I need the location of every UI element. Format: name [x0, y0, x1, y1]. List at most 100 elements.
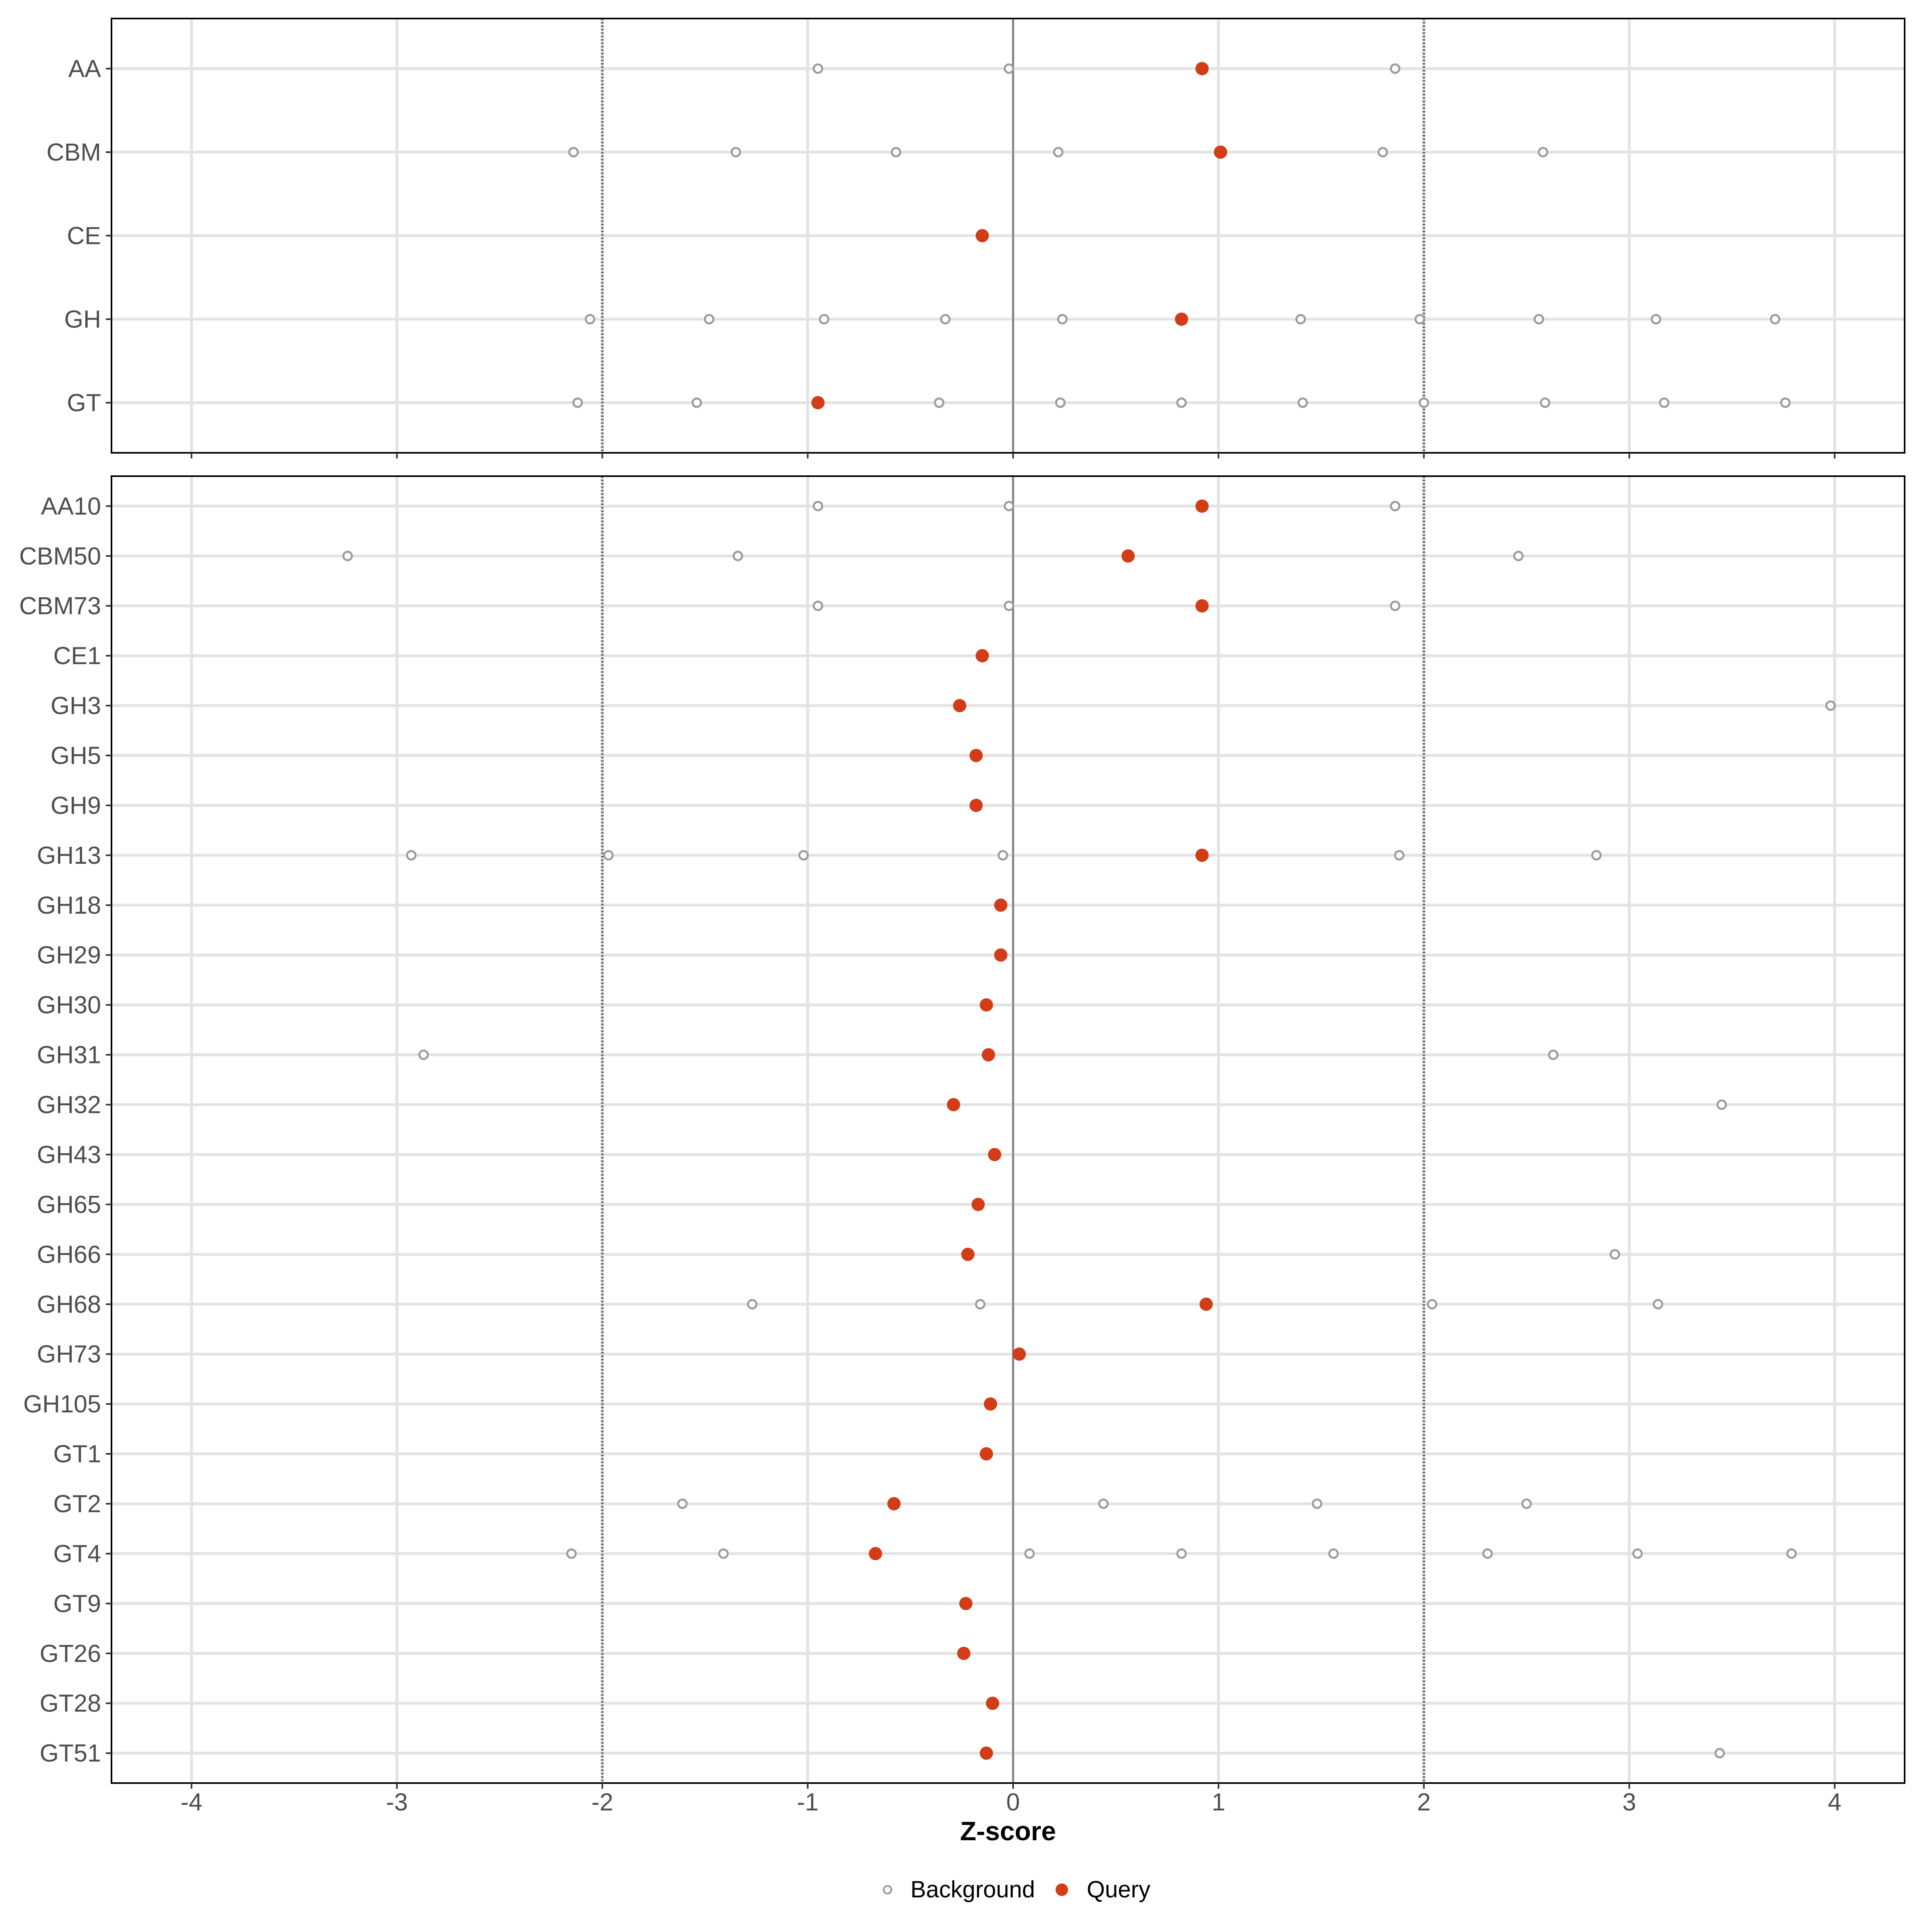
- background-point: [940, 314, 951, 324]
- y-axis-label: GH3: [51, 692, 101, 719]
- query-point: [1214, 145, 1227, 159]
- background-point: [1825, 700, 1836, 711]
- background-point: [1534, 314, 1544, 324]
- y-axis-label: GH31: [37, 1041, 101, 1069]
- background-point: [406, 850, 417, 861]
- query-point: [969, 799, 983, 812]
- background-point: [1653, 1299, 1664, 1310]
- background-point: [704, 314, 714, 324]
- query-point: [994, 898, 1007, 912]
- background-point: [1548, 1049, 1559, 1060]
- background-point: [572, 397, 583, 408]
- background-point: [1780, 397, 1791, 408]
- background-point: [691, 397, 702, 408]
- y-axis-label: GH30: [37, 991, 101, 1019]
- query-point: [869, 1547, 882, 1560]
- background-point: [813, 63, 824, 74]
- background-point: [798, 850, 809, 861]
- background-point: [731, 147, 741, 157]
- y-axis-label: CBM73: [19, 592, 101, 619]
- background-point: [1482, 1548, 1493, 1559]
- background-point: [1312, 1498, 1323, 1509]
- background-point: [1414, 314, 1425, 324]
- background-point: [1328, 1548, 1339, 1559]
- query-point: [980, 1447, 993, 1461]
- background-point: [1394, 850, 1405, 861]
- query-point: [969, 749, 983, 762]
- panel-cazyme-class: AA CBM CE GH GT: [46, 18, 1905, 458]
- query-point: [988, 1148, 1001, 1161]
- query-point: [975, 649, 989, 663]
- legend-query-marker: [1055, 1883, 1068, 1896]
- y-axis-label: AA: [68, 55, 101, 83]
- y-axis-label: GT: [67, 389, 101, 417]
- background-point: [733, 551, 743, 561]
- y-axis-label: GH32: [37, 1091, 101, 1119]
- legend-background-marker: [883, 1885, 892, 1895]
- background-point: [747, 1299, 758, 1310]
- y-axis-label: GT1: [53, 1440, 101, 1468]
- background-point: [1659, 397, 1670, 408]
- background-point: [1176, 1548, 1187, 1559]
- panel-border: [111, 475, 1905, 1784]
- background-point: [718, 1548, 729, 1559]
- background-point: [1540, 397, 1550, 408]
- background-point: [1057, 314, 1068, 324]
- background-point: [1770, 314, 1781, 324]
- y-axis-label: CE: [67, 222, 101, 250]
- query-point: [1195, 599, 1209, 613]
- y-axis-label: GH43: [37, 1141, 101, 1168]
- background-point: [975, 1299, 986, 1310]
- y-axis-label: AA10: [41, 492, 101, 520]
- background-point: [891, 147, 902, 157]
- query-point: [986, 1697, 999, 1710]
- query-point: [887, 1497, 901, 1511]
- y-axis-label: GH66: [37, 1241, 101, 1268]
- background-point: [1053, 147, 1064, 157]
- query-point: [994, 948, 1007, 962]
- background-point: [1538, 147, 1548, 157]
- background-point: [1427, 1299, 1438, 1310]
- background-point: [584, 314, 595, 324]
- x-axis-label: 2: [1417, 1788, 1431, 1816]
- background-point: [1024, 1548, 1035, 1559]
- y-axis-label: GT2: [53, 1490, 101, 1517]
- query-point: [1121, 549, 1135, 563]
- background-point: [566, 1548, 577, 1559]
- y-axis-label: GT4: [53, 1540, 101, 1567]
- y-axis-label: GH9: [51, 792, 101, 819]
- y-axis-label: GT28: [39, 1690, 101, 1717]
- background-point: [1098, 1498, 1109, 1509]
- background-point: [1390, 601, 1401, 611]
- background-point: [1716, 1099, 1727, 1110]
- background-point: [1513, 551, 1524, 561]
- panel-cazyme-family: AA10 CBM50 CBM73 CE1 GH3 GH5 GH9 GH13 GH18 GH29 GH…: [19, 475, 1905, 1789]
- background-point: [1003, 601, 1014, 611]
- background-point: [677, 1498, 688, 1509]
- background-point: [813, 601, 824, 611]
- query-point: [953, 699, 966, 712]
- x-axis-label: -4: [181, 1788, 202, 1816]
- x-axis-label: 0: [1006, 1788, 1020, 1816]
- query-point: [982, 1048, 995, 1062]
- query-point: [1199, 1297, 1213, 1311]
- y-axis-label: GH65: [37, 1191, 101, 1218]
- background-point: [418, 1049, 429, 1060]
- legend-query-label: Query: [1087, 1876, 1150, 1903]
- legend: Background Query: [883, 1876, 1150, 1903]
- query-point: [961, 1247, 975, 1261]
- background-point: [1651, 314, 1662, 324]
- query-point: [980, 1746, 993, 1760]
- background-point: [1377, 147, 1388, 157]
- y-axis-label: GT26: [39, 1640, 101, 1667]
- query-point: [975, 229, 989, 242]
- background-point: [1390, 63, 1401, 74]
- background-point: [603, 850, 614, 861]
- query-point: [984, 1397, 997, 1411]
- y-axis-label: GT51: [39, 1740, 101, 1767]
- y-axis-label: GH29: [37, 941, 101, 969]
- y-axis-label: CBM: [46, 138, 101, 166]
